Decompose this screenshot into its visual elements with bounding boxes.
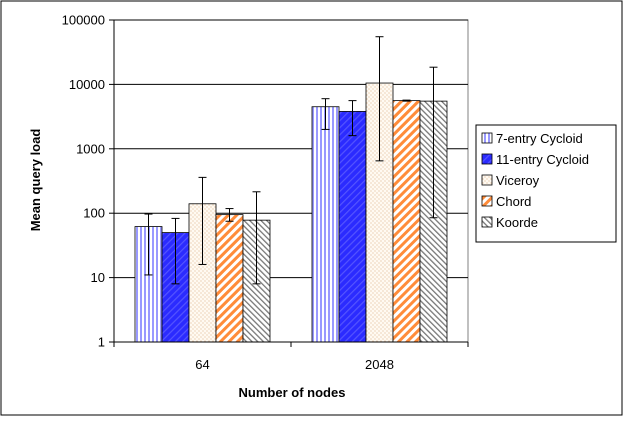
y-tick-label: 100000 <box>62 13 105 28</box>
legend <box>475 124 617 243</box>
legend-swatch <box>481 174 493 186</box>
bar <box>392 100 421 343</box>
y-tick-label: 10 <box>91 270 105 285</box>
legend-swatch <box>481 132 493 144</box>
y-tick-label: 1 <box>98 335 105 350</box>
bar <box>215 214 244 343</box>
legend-label: 11-entry Cycloid <box>496 152 589 167</box>
bar <box>311 106 340 343</box>
legend-label: Viceroy <box>496 173 540 188</box>
legend-swatch <box>481 195 493 207</box>
x-tick-label: 64 <box>195 357 209 372</box>
legend-label: 7-entry Cycloid <box>496 131 583 146</box>
legend-swatch <box>481 216 493 228</box>
y-tick-label: 100 <box>83 206 105 221</box>
x-tick-label: 2048 <box>365 357 394 372</box>
legend-label: Chord <box>496 194 531 209</box>
bars <box>134 82 448 343</box>
error-bars <box>144 36 438 285</box>
x-axis-title: Number of nodes <box>239 385 346 400</box>
legend-items: 7-entry Cycloid 11-entry Cycloid Viceroy Ch… <box>481 131 589 230</box>
legend-swatch <box>481 153 493 165</box>
bar <box>338 111 367 343</box>
y-tick-label: 1000 <box>76 141 105 156</box>
legend-label: Koorde <box>496 215 538 230</box>
y-tick-label: 10000 <box>69 77 105 92</box>
axes: 1 10 100 1000 10000 100000 64 2048 <box>62 13 469 372</box>
y-axis-title: Mean query load <box>28 129 43 232</box>
